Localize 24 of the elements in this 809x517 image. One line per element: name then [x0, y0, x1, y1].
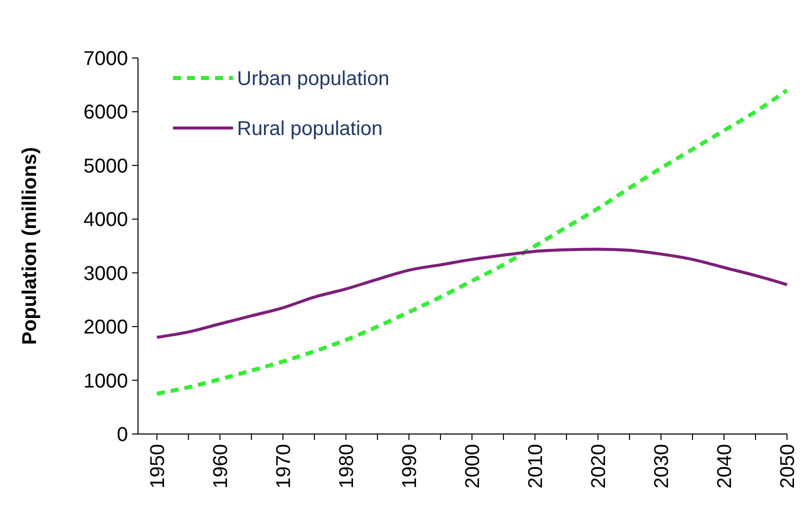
y-tick-label: 4000	[84, 209, 128, 232]
y-axis-title: Population (millions)	[19, 147, 41, 345]
x-tick-label: 1990	[398, 444, 421, 488]
y-tick-label: 7000	[84, 48, 128, 70]
y-tick-label: 6000	[84, 102, 128, 124]
x-tick-label: 1970	[272, 444, 295, 488]
x-tick-label: 2020	[588, 444, 610, 488]
x-tick-label: 1950	[146, 444, 169, 488]
x-tick-label: 2040	[714, 444, 736, 488]
y-tick-label: 2000	[84, 316, 128, 339]
y-tick-label: 3000	[84, 262, 128, 285]
x-tick-label: 2010	[524, 444, 547, 488]
y-tick-label: 1000	[84, 370, 128, 392]
legend-label: Rural population	[237, 118, 383, 140]
x-tick-label: 2000	[462, 444, 484, 488]
legend-label: Urban population	[237, 68, 390, 90]
line-series	[155, 248, 788, 339]
x-tick-label: 2050	[777, 444, 799, 488]
x-tick-label: 1960	[210, 444, 232, 488]
y-tick-label: 5000	[84, 155, 128, 178]
x-tick-label: 2030	[650, 444, 673, 488]
x-tick-label: 1980	[336, 444, 358, 488]
y-tick-label: 0	[116, 424, 128, 446]
line-series	[154, 88, 789, 396]
